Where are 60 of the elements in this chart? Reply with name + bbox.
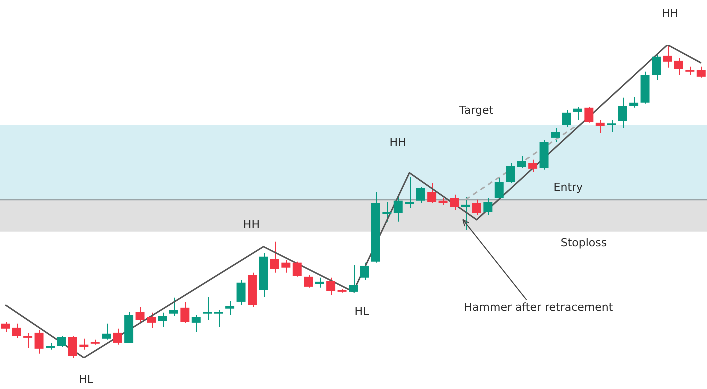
- candlestick: [618, 97, 628, 128]
- candlestick: [596, 120, 605, 134]
- candlestick: [136, 306, 145, 324]
- candlestick: [562, 110, 572, 128]
- candlestick: [80, 338, 89, 350]
- text: HH: [662, 6, 679, 20]
- annotation: HH: [390, 136, 406, 150]
- candlestick: [24, 332, 33, 348]
- candlestick: [573, 106, 582, 121]
- candlestick: [360, 262, 370, 281]
- candlestick: [12, 323, 22, 338]
- candlestick: [494, 176, 504, 200]
- candlestick: [180, 301, 190, 324]
- candlestick: [192, 314, 201, 333]
- candlestick: [517, 156, 526, 169]
- candlestick: [68, 336, 78, 358]
- candlestick: [472, 199, 482, 216]
- candlestick: [382, 202, 392, 222]
- candlestick: [236, 280, 246, 306]
- band-label: Target: [458, 104, 494, 117]
- candlestick: [528, 159, 538, 173]
- candlestick: [292, 261, 302, 278]
- candlestick: [630, 96, 639, 108]
- candlestick: [652, 52, 661, 81]
- band-label: Stoploss: [560, 236, 608, 250]
- candlestick: [416, 186, 426, 204]
- candlestick: [270, 241, 280, 274]
- text: HL: [79, 372, 94, 386]
- candlestick: [326, 277, 336, 296]
- candlestick: [663, 44, 672, 68]
- candlestick: [607, 120, 616, 133]
- candlestick: [315, 277, 324, 288]
- candlestick: [102, 323, 112, 340]
- candlestick: [226, 300, 235, 316]
- candlestick: [696, 66, 706, 78]
- candlestick: [349, 264, 358, 294]
- candlestick: [158, 312, 168, 328]
- candlestick: [113, 328, 122, 346]
- candlestick: [282, 260, 291, 274]
- candlestick: [147, 312, 156, 328]
- annotation: HL: [354, 304, 370, 318]
- candlestick: [203, 296, 212, 321]
- candlestick: [484, 198, 493, 216]
- ref-line-label: Entry: [554, 180, 584, 194]
- candlestick: [506, 162, 516, 184]
- candlestick: [57, 336, 66, 348]
- candlestick: [551, 127, 560, 143]
- candlestick: [428, 182, 437, 204]
- annotation: HH: [243, 218, 260, 232]
- candlestick: [674, 58, 684, 76]
- candlestick: [405, 176, 414, 209]
- candlestick: [34, 330, 44, 354]
- candlestick: [394, 194, 403, 222]
- annotation: Hammer after retracement: [464, 300, 614, 314]
- candlestick: [450, 194, 459, 210]
- candlestick: [214, 310, 224, 328]
- candlestick: [304, 274, 314, 288]
- candlestick: [1, 322, 10, 333]
- candlestick: [169, 297, 178, 317]
- candlestick: [584, 106, 594, 124]
